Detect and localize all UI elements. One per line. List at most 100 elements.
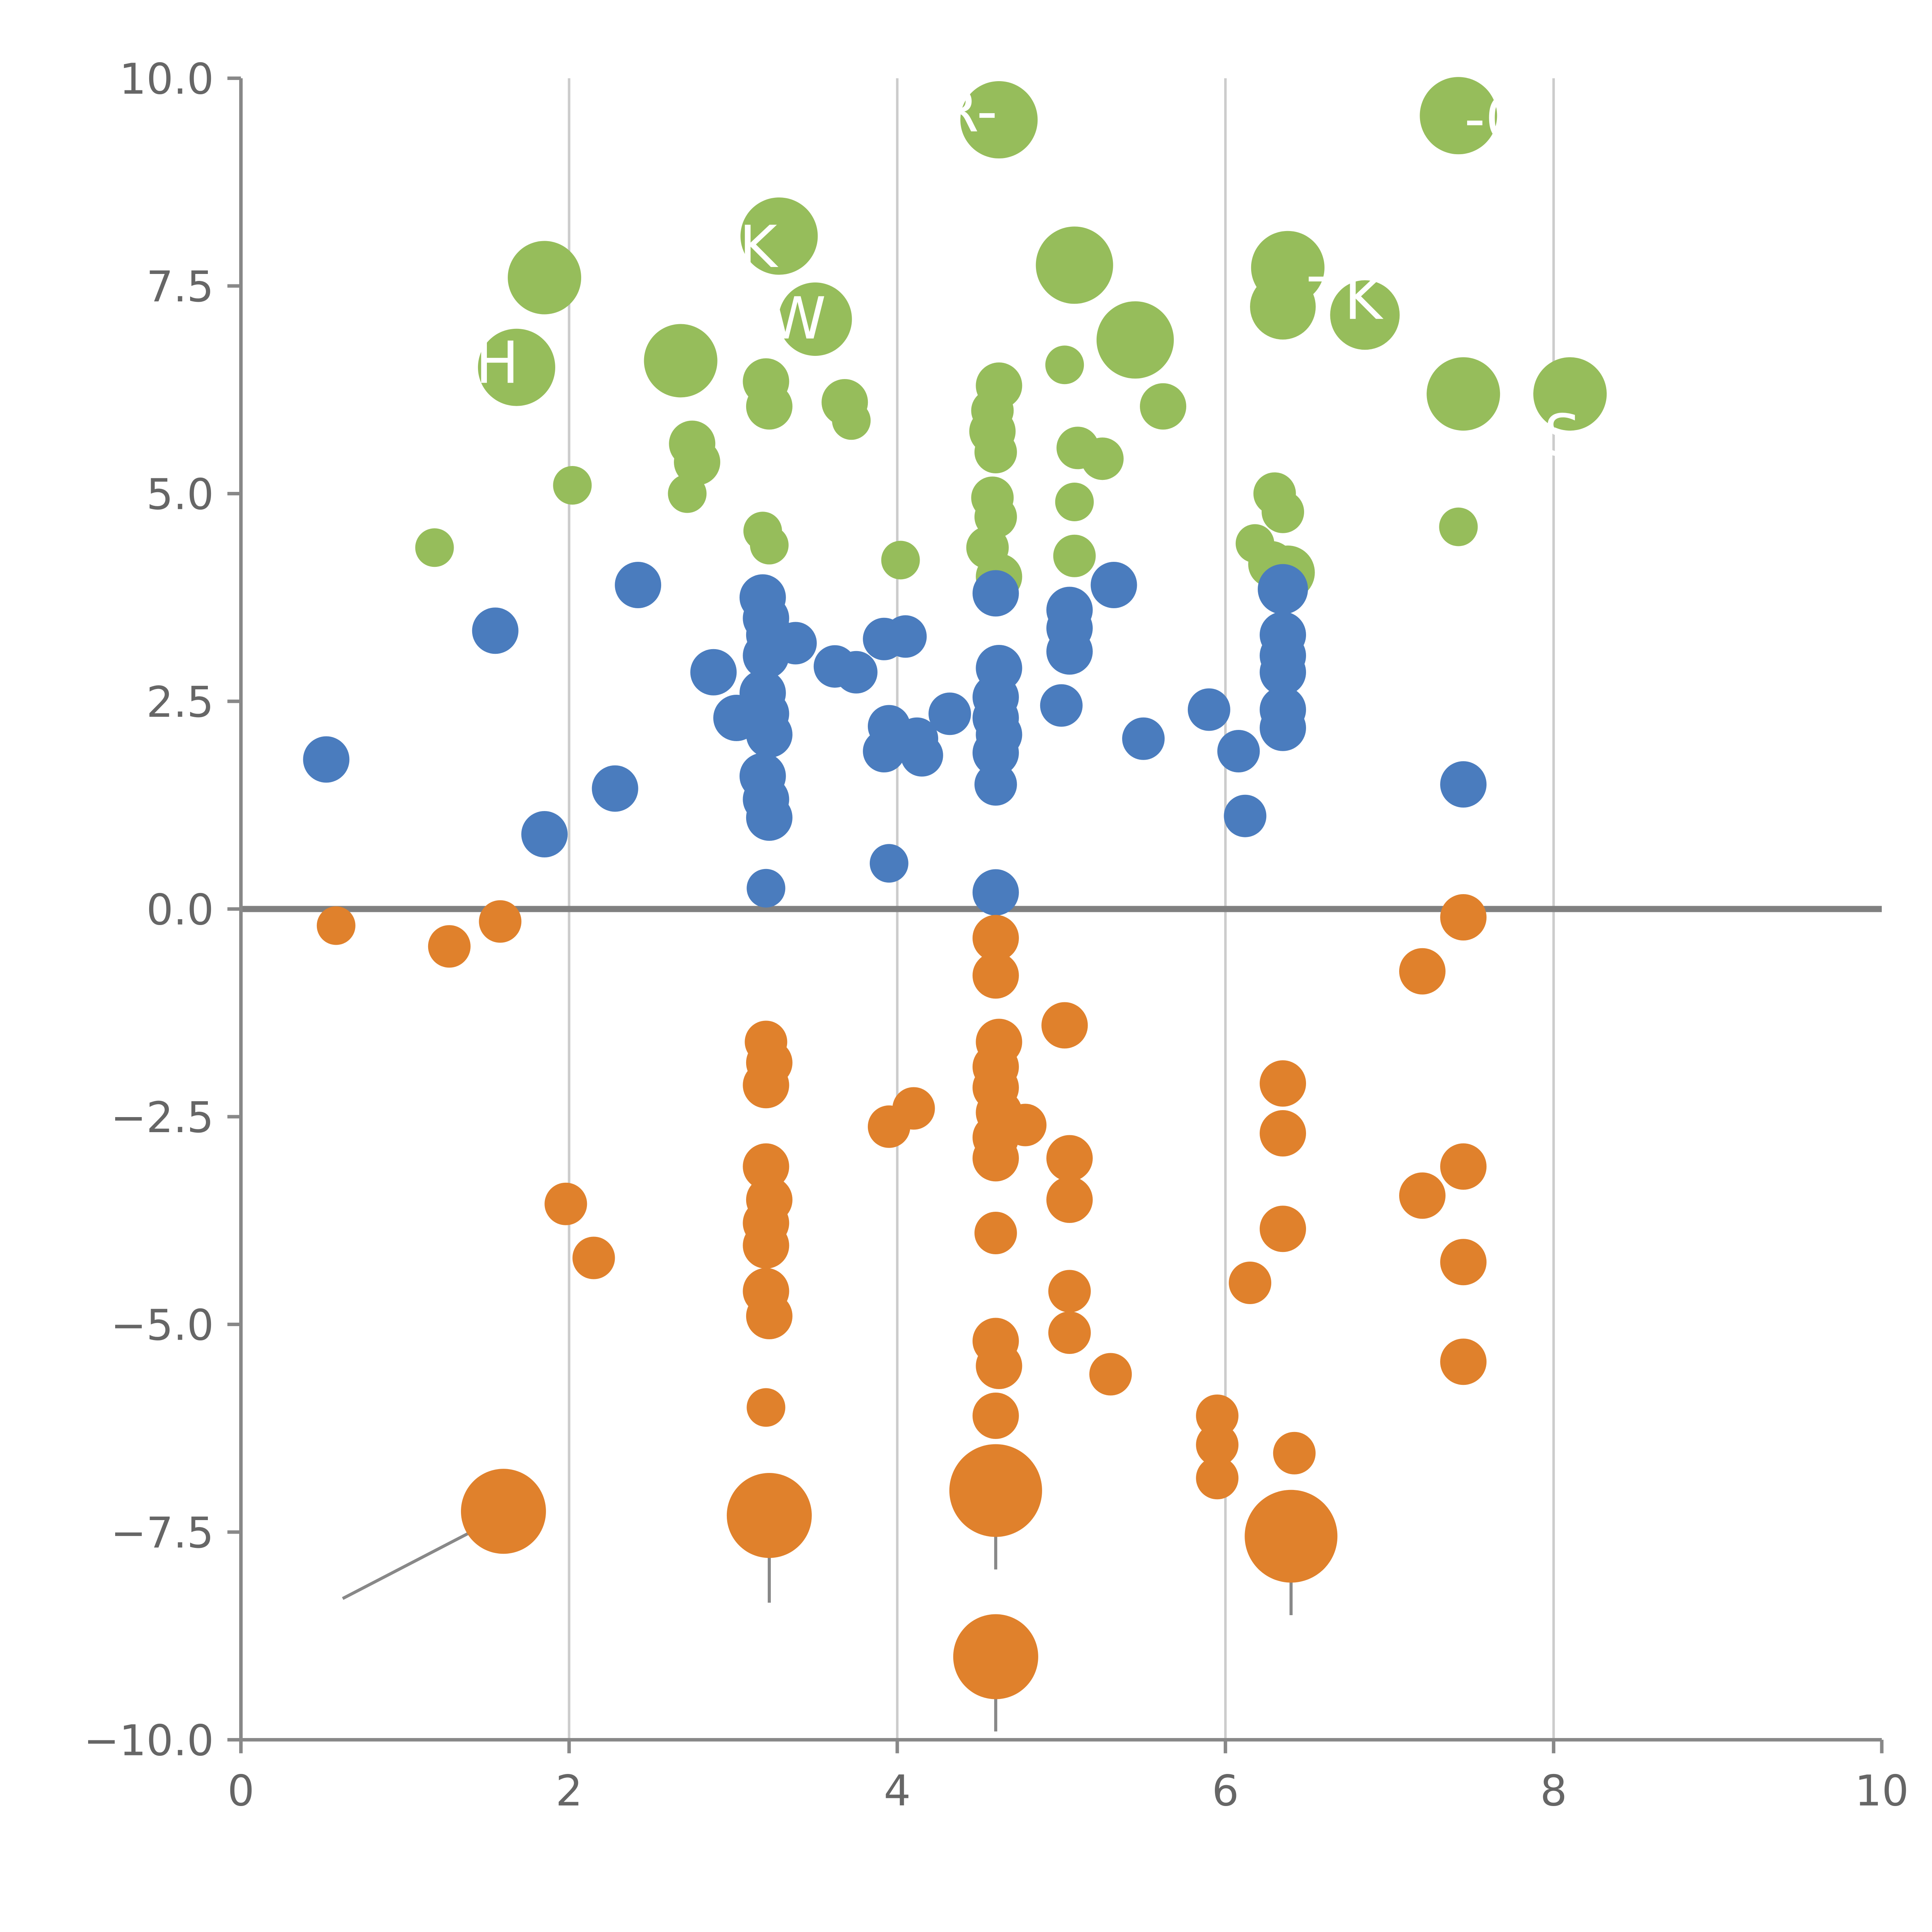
data-point-blue (1224, 794, 1267, 837)
data-point-orange (1048, 1311, 1091, 1354)
data-point-blue (972, 570, 1019, 617)
data-point-blue (1040, 684, 1083, 727)
data-point-blue (746, 794, 793, 841)
data-point-orange (428, 925, 471, 968)
data-point-green (1250, 274, 1316, 340)
data-point-orange (1229, 1262, 1272, 1304)
data-point-orange (572, 1236, 615, 1279)
x-tick-label: 0 (228, 1766, 255, 1816)
data-point-blue (1260, 649, 1306, 696)
data-point-green (1096, 301, 1174, 379)
data-point-green (1420, 77, 1497, 155)
y-tick-label: −10.0 (83, 1716, 214, 1765)
data-point-green (1262, 490, 1304, 533)
bubble-label: -0 (1464, 85, 1522, 153)
data-point-green (746, 383, 793, 430)
data-point-orange (972, 915, 1019, 961)
data-point-green (508, 241, 582, 315)
data-point-green (740, 197, 818, 275)
data-point-orange (1440, 1338, 1487, 1385)
data-point-orange (976, 1343, 1022, 1389)
bubble-label: H (476, 330, 519, 397)
y-tick-label: 10.0 (119, 54, 214, 104)
data-point-orange (461, 1469, 546, 1554)
bubble-label: R- (939, 78, 997, 145)
data-point-orange (747, 1388, 786, 1427)
data-point-blue (690, 649, 737, 696)
data-point-blue (928, 692, 971, 735)
data-point-blue (303, 736, 350, 783)
data-point-blue (974, 763, 1017, 806)
data-point-blue (615, 562, 662, 608)
data-point-blue (1122, 717, 1165, 760)
data-point-orange (1046, 1135, 1093, 1182)
data-point-blue (1260, 704, 1306, 751)
y-tick-label: 2.5 (146, 677, 214, 727)
data-point-blue (835, 651, 878, 694)
data-point-blue (592, 765, 638, 812)
data-point-green (1533, 357, 1607, 431)
data-point-orange (1245, 1490, 1338, 1583)
data-point-green (832, 401, 871, 440)
data-point-blue (972, 869, 1019, 916)
data-point-orange (544, 1182, 587, 1225)
data-point-blue (884, 615, 927, 658)
data-point-green (750, 526, 789, 565)
data-point-green (415, 528, 454, 567)
data-point-orange (972, 1135, 1019, 1182)
data-point-blue (972, 730, 1019, 776)
data-point-orange (1196, 1395, 1239, 1437)
data-point-orange (1089, 1353, 1132, 1396)
data-point-blue (1440, 761, 1487, 808)
y-tick-label: −7.5 (111, 1508, 214, 1558)
data-point-blue (1258, 564, 1308, 614)
data-point-orange (1440, 1143, 1487, 1190)
y-tick-label: −5.0 (111, 1301, 214, 1350)
data-point-orange (1260, 1060, 1306, 1107)
data-point-green (553, 466, 592, 505)
data-point-green (1081, 437, 1124, 480)
data-point-green (1330, 280, 1400, 350)
data-point-blue (1046, 628, 1093, 675)
x-tick-label: 10 (1855, 1766, 1909, 1816)
data-point-green (668, 474, 707, 513)
bubble-label: -W (750, 285, 826, 352)
data-point-green (778, 282, 852, 356)
data-point-green (881, 541, 920, 580)
data-point-blue (1090, 562, 1137, 608)
data-point-green (644, 324, 718, 398)
data-point-blue (1217, 730, 1260, 772)
y-tick-label: 7.5 (146, 262, 214, 311)
data-point-orange (1399, 1172, 1446, 1219)
data-point-green (1053, 534, 1096, 577)
data-point-green (1036, 226, 1113, 304)
y-tick-label: 0.0 (146, 885, 214, 935)
bubble-label: TK (1308, 265, 1384, 333)
data-point-orange (479, 900, 522, 943)
data-point-green (1055, 483, 1094, 521)
data-point-green (1439, 507, 1478, 546)
data-point-orange (972, 1393, 1019, 1439)
annotation-leader-line (342, 1526, 480, 1600)
data-point-blue (1187, 688, 1230, 731)
data-point-orange (1260, 1206, 1306, 1252)
y-tick-label: −2.5 (111, 1093, 214, 1142)
data-point-orange (1273, 1432, 1316, 1475)
data-point-orange (974, 1212, 1017, 1254)
data-point-orange (949, 1444, 1042, 1537)
data-point-orange (1046, 1177, 1093, 1223)
data-point-green (1427, 357, 1500, 431)
data-point-orange (1048, 1270, 1091, 1313)
data-point-blue (747, 869, 786, 908)
data-point-blue (863, 730, 906, 772)
x-tick-label: 6 (1212, 1766, 1239, 1816)
data-point-green (974, 431, 1017, 473)
x-tick-label: 4 (884, 1766, 911, 1816)
data-point-green (1140, 383, 1187, 430)
data-point-orange (1440, 1239, 1487, 1286)
y-tick-label: 5.0 (146, 470, 214, 519)
data-point-blue (774, 622, 817, 665)
data-point-orange (743, 1222, 789, 1269)
